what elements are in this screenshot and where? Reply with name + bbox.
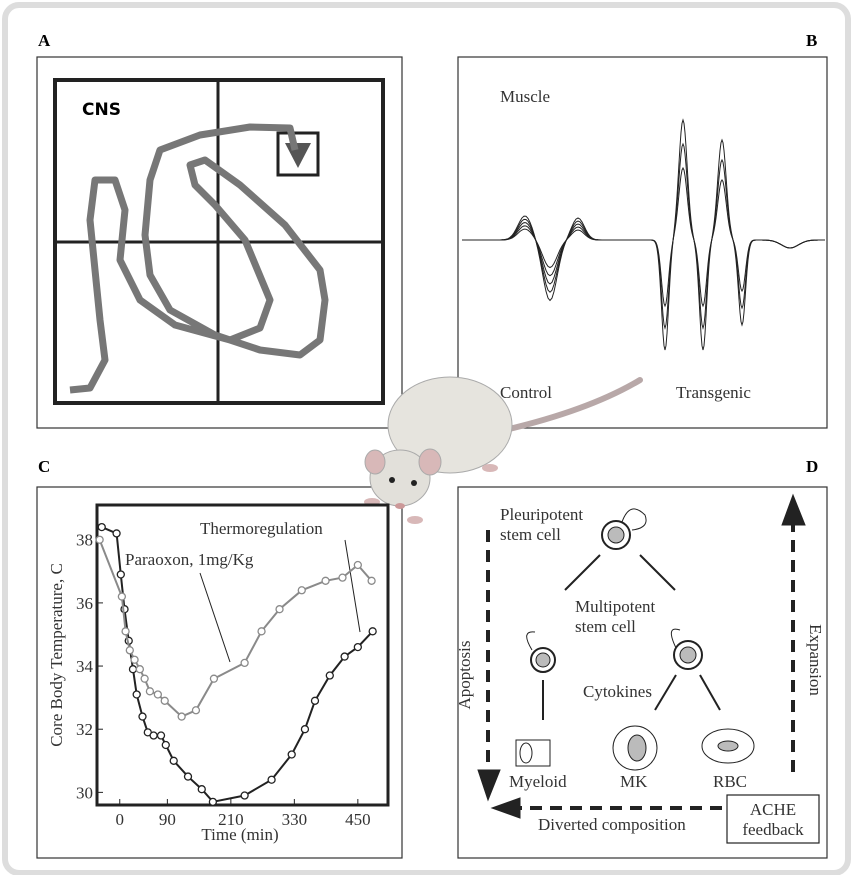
data-point [268, 776, 275, 783]
data-point [146, 688, 153, 695]
transgenic-label: Transgenic [676, 383, 751, 402]
data-point [301, 726, 308, 733]
y-tick-label: 32 [76, 720, 93, 739]
data-point [241, 792, 248, 799]
data-point [117, 571, 124, 578]
data-point [131, 656, 138, 663]
data-point [133, 691, 140, 698]
data-point [96, 536, 103, 543]
data-point [368, 577, 375, 584]
node-label: RBC [713, 772, 747, 791]
panel-b-box [458, 57, 827, 428]
data-point [369, 628, 376, 635]
x-tick-label: 0 [116, 810, 125, 829]
panel-label: B [806, 31, 817, 50]
data-point [170, 757, 177, 764]
x-tick-label: 90 [159, 810, 176, 829]
x-tick-label: 330 [282, 810, 308, 829]
data-point [122, 628, 129, 635]
data-point [162, 742, 169, 749]
y-tick-label: 36 [76, 594, 93, 613]
data-point [161, 697, 168, 704]
control-label: Control [500, 383, 552, 402]
node-label: Cytokines [583, 682, 652, 701]
x-tick-label: 450 [345, 810, 371, 829]
data-point [154, 691, 161, 698]
data-point [322, 577, 329, 584]
data-point [198, 786, 205, 793]
cns-label: CNS [82, 100, 121, 120]
data-point [118, 593, 125, 600]
figure: A B C D CNS Muscle Control Transgenic Ti… [0, 0, 853, 875]
data-point [241, 659, 248, 666]
y-tick-label: 38 [76, 531, 93, 550]
data-point [126, 647, 133, 654]
data-point [288, 751, 295, 758]
data-point [311, 697, 318, 704]
y-tick-label: 34 [76, 657, 94, 676]
node-label: feedback [742, 820, 804, 839]
panel-label: A [38, 31, 51, 50]
node-label: stem cell [500, 525, 561, 544]
data-point [209, 798, 216, 805]
data-point [139, 713, 146, 720]
data-point [178, 713, 185, 720]
node-label: Pleuripotent [500, 505, 583, 524]
data-point [98, 524, 105, 531]
data-point [185, 773, 192, 780]
panel-label: D [806, 457, 818, 476]
data-point [354, 644, 361, 651]
node-label: Myeloid [509, 772, 567, 791]
data-point [141, 675, 148, 682]
data-point [113, 530, 120, 537]
data-point [341, 653, 348, 660]
data-point [276, 606, 283, 613]
node-label: MK [620, 772, 648, 791]
node-label: ACHE [750, 800, 796, 819]
data-point [136, 666, 143, 673]
annotation: Paraoxon, 1mg/Kg [125, 550, 254, 569]
data-point [354, 562, 361, 569]
edge-label: Expansion [806, 624, 825, 696]
panel-label: C [38, 457, 50, 476]
data-point [129, 666, 136, 673]
node-label: Multipotent [575, 597, 656, 616]
data-point [258, 628, 265, 635]
data-point [158, 732, 165, 739]
muscle-label: Muscle [500, 87, 550, 106]
data-point [326, 672, 333, 679]
node-label: stem cell [575, 617, 636, 636]
edge-label: Diverted composition [538, 815, 686, 834]
data-point [192, 707, 199, 714]
y-tick-label: 30 [76, 783, 93, 802]
data-point [339, 574, 346, 581]
data-point [210, 675, 217, 682]
x-tick-label: 210 [218, 810, 244, 829]
y-axis-label: Core Body Temperature, C [47, 563, 66, 747]
annotation: Thermoregulation [200, 519, 323, 538]
edge-label: Apoptosis [455, 641, 474, 710]
data-point [298, 587, 305, 594]
data-point [150, 732, 157, 739]
